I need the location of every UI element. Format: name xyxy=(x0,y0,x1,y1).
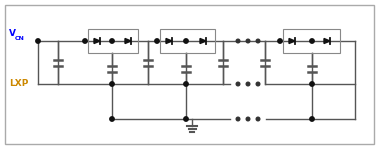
Polygon shape xyxy=(166,38,172,44)
Circle shape xyxy=(184,117,188,121)
Circle shape xyxy=(256,82,260,86)
Circle shape xyxy=(184,82,188,86)
Text: LXP: LXP xyxy=(9,79,28,87)
Circle shape xyxy=(256,39,260,43)
Circle shape xyxy=(236,117,240,121)
Circle shape xyxy=(155,39,159,43)
Circle shape xyxy=(310,82,314,86)
Circle shape xyxy=(184,39,188,43)
Circle shape xyxy=(110,117,114,121)
Circle shape xyxy=(236,39,240,43)
Circle shape xyxy=(110,39,114,43)
Text: V: V xyxy=(9,29,16,38)
Circle shape xyxy=(83,39,87,43)
Polygon shape xyxy=(125,38,131,44)
Text: CN: CN xyxy=(14,36,24,41)
Circle shape xyxy=(110,82,114,86)
Circle shape xyxy=(236,82,240,86)
Circle shape xyxy=(246,117,250,121)
Polygon shape xyxy=(289,38,295,44)
Circle shape xyxy=(246,82,250,86)
Circle shape xyxy=(310,39,314,43)
Circle shape xyxy=(256,117,260,121)
Polygon shape xyxy=(94,38,100,44)
Polygon shape xyxy=(200,38,206,44)
Polygon shape xyxy=(324,38,330,44)
Circle shape xyxy=(310,117,314,121)
Circle shape xyxy=(36,39,40,43)
Circle shape xyxy=(246,39,250,43)
Circle shape xyxy=(278,39,282,43)
